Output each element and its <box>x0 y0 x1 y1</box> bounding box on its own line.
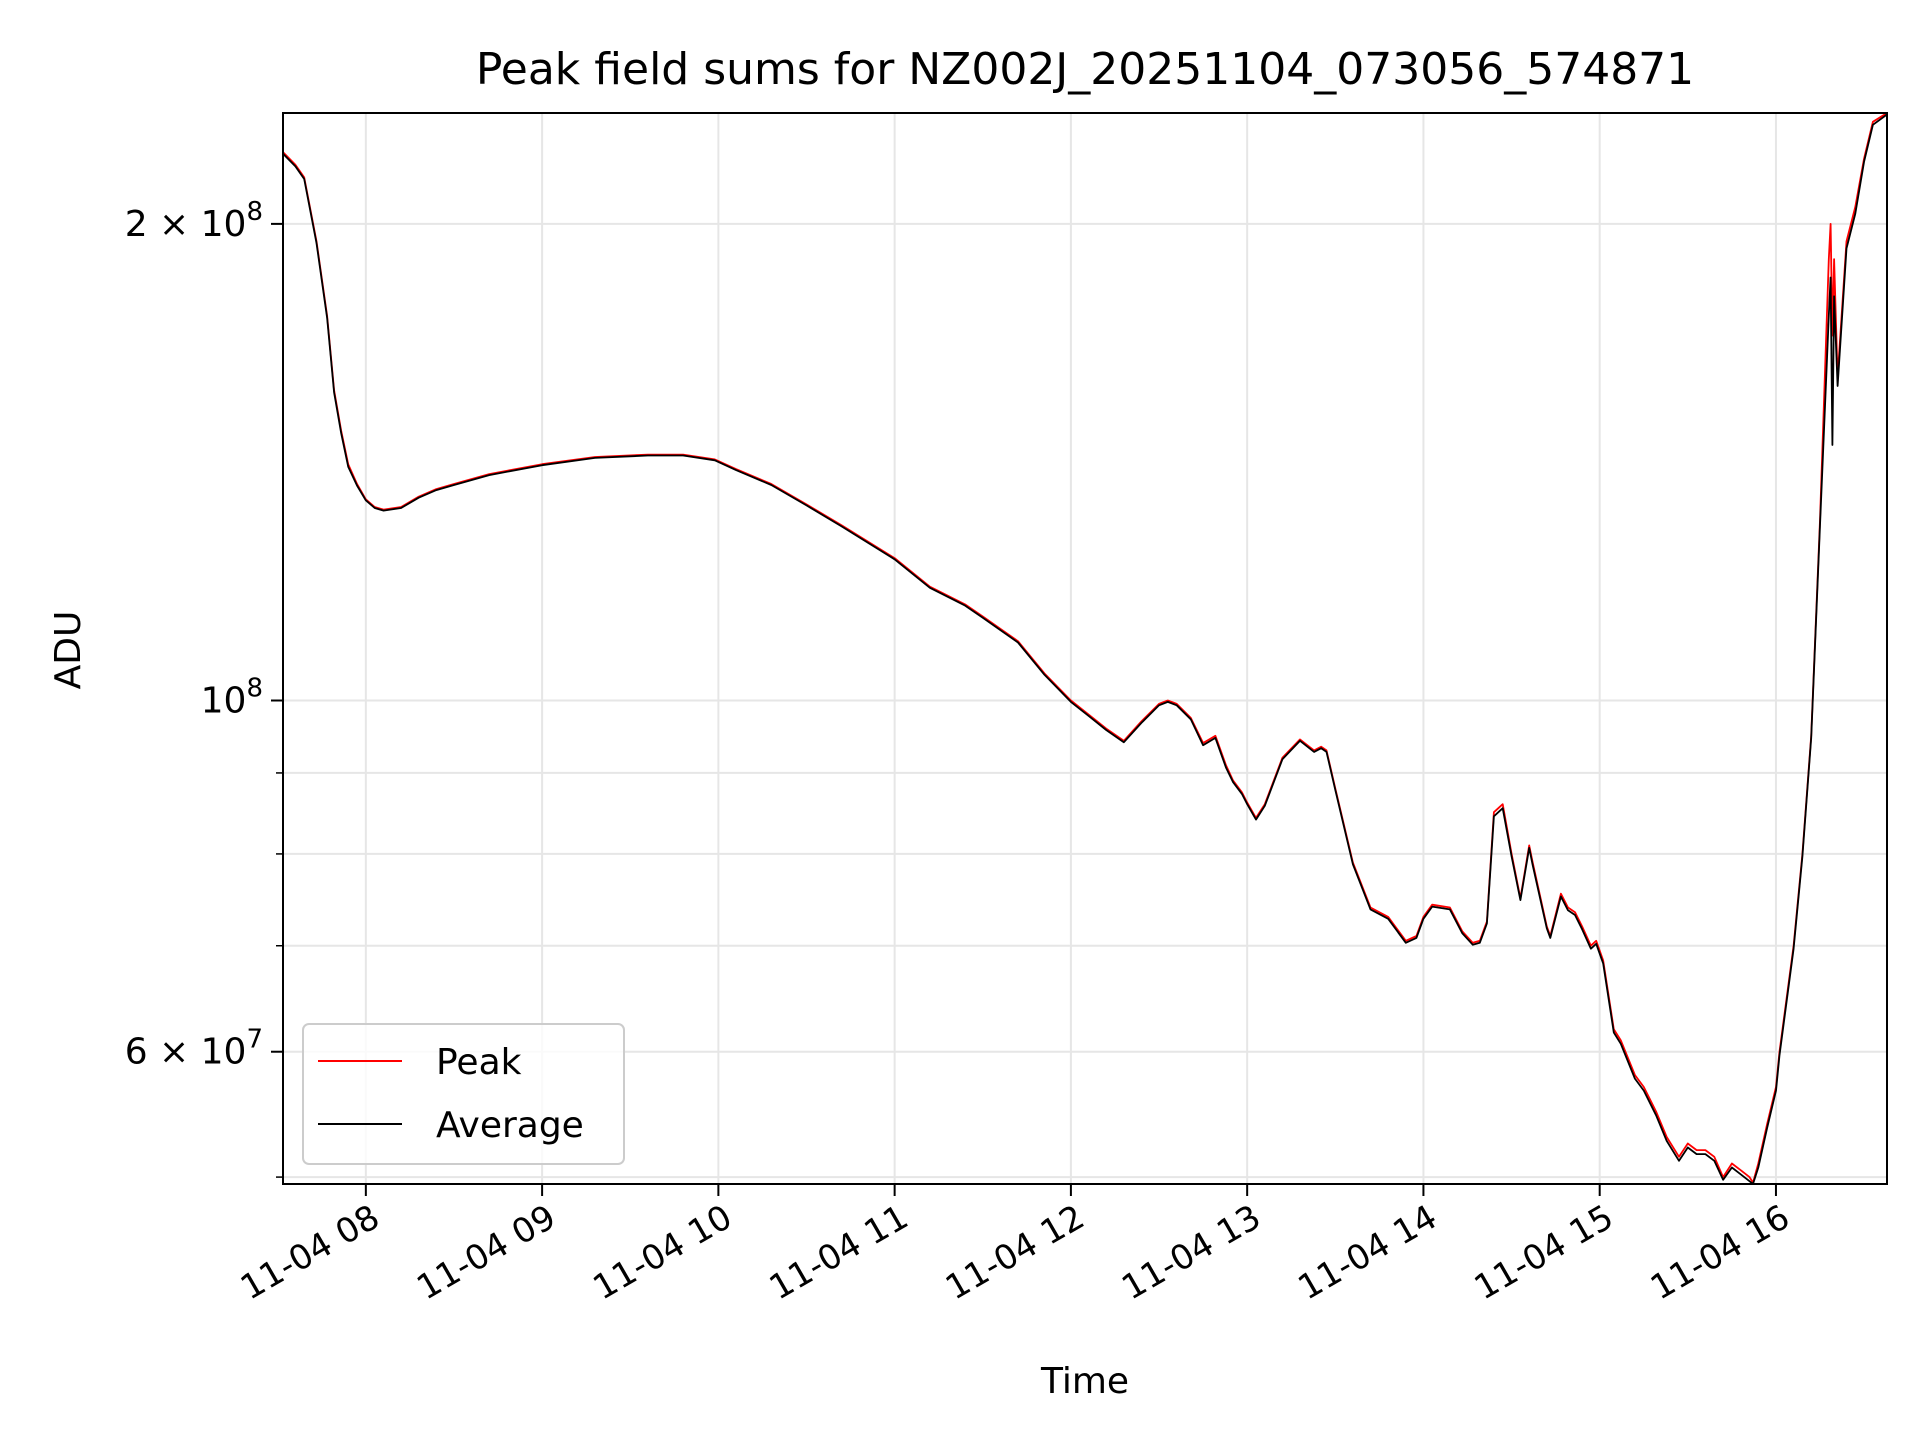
x-axis-label: Time <box>1040 1361 1129 1402</box>
y-axis-label: ADU <box>48 611 89 690</box>
y-tick-label: 6 × 107 <box>125 1025 263 1073</box>
plot-frame <box>282 112 1888 1185</box>
average-series-line <box>282 113 1888 1185</box>
y-axis-ticks: 6 × 107 108 2 × 108 <box>125 197 283 1178</box>
grid-layer <box>283 113 1887 1184</box>
legend: Peak Average <box>302 1023 625 1165</box>
chart-title: Peak field sums for NZ002J_20251104_0730… <box>476 44 1694 95</box>
legend-average-label: Average <box>436 1105 584 1146</box>
y-tick-label: 108 <box>201 673 263 721</box>
series-layer <box>282 112 1888 1185</box>
y-tick-label: 2 × 108 <box>125 197 263 245</box>
legend-box <box>302 1023 625 1165</box>
legend-peak-label: Peak <box>436 1042 522 1083</box>
